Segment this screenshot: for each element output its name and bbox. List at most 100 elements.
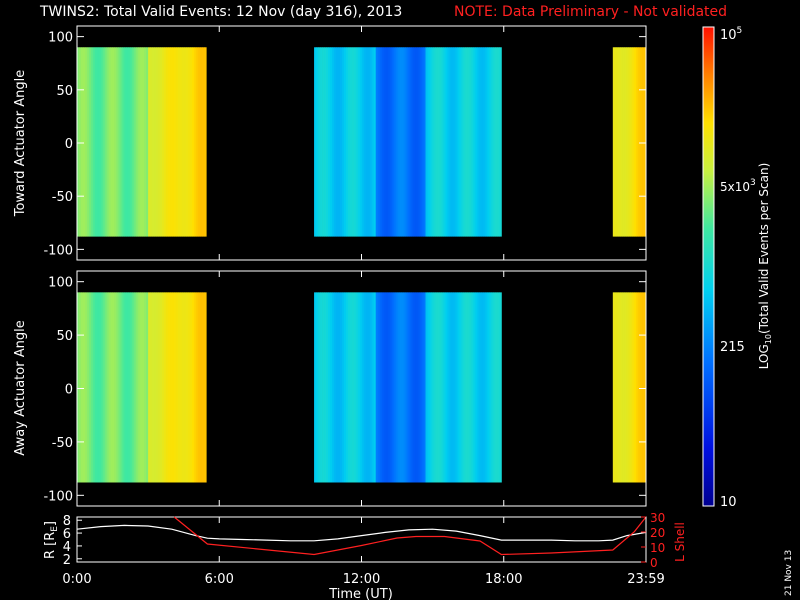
toward-heatmap-stripe <box>118 47 121 237</box>
away-heatmap-stripe <box>116 292 119 483</box>
toward-heatmap-stripe <box>417 47 420 237</box>
toward-heatmap-stripe <box>640 47 643 237</box>
away-heatmap-stripe <box>403 292 406 483</box>
away-heatmap-stripe <box>100 292 104 483</box>
toward-heatmap-stripe <box>198 47 201 237</box>
away-heatmap-stripe <box>359 292 363 483</box>
away-heatmap-stripe <box>630 292 633 483</box>
time-x-tick-label: 0:00 <box>62 572 91 587</box>
away-heatmap-stripe <box>96 292 100 483</box>
away-heatmap-stripe <box>186 292 189 483</box>
away-heatmap-stripe <box>126 292 129 483</box>
toward-heatmap-stripe <box>152 47 155 237</box>
lshell-y-tick-label: 30 <box>650 511 665 525</box>
toward-heatmap-stripe <box>485 47 488 237</box>
away-heatmap-stripe <box>122 292 125 483</box>
toward-heatmap-stripe <box>421 47 424 237</box>
colorbar-title: LOG10(Total Valid Events per Scan) <box>757 163 773 370</box>
away-heatmap-stripe <box>367 292 371 483</box>
away-heatmap-stripe <box>483 292 486 483</box>
toward-heatmap-stripe <box>447 47 450 237</box>
toward-heatmap-stripe <box>166 47 169 237</box>
toward-heatmap-stripe <box>628 47 631 237</box>
radius-label-end: ] <box>43 521 58 526</box>
toward-heatmap-stripe <box>156 47 159 237</box>
away-y-label: Away Actuator Angle <box>13 320 28 455</box>
away-heatmap-stripe <box>499 292 502 483</box>
away-heatmap-stripe <box>353 292 357 483</box>
away-heatmap-stripe <box>447 292 450 483</box>
toward-heatmap-stripe <box>473 47 476 237</box>
toward-heatmap-stripe <box>620 47 623 237</box>
away-heatmap-stripe <box>180 292 183 483</box>
away-heatmap-stripe <box>465 292 468 483</box>
away-heatmap-stripe <box>341 292 345 483</box>
toward-heatmap-stripe <box>614 47 618 237</box>
away-heatmap-stripe <box>371 292 375 483</box>
toward-heatmap-stripe <box>359 47 363 237</box>
toward-heatmap-stripe <box>431 47 434 237</box>
away-heatmap-stripe <box>421 292 424 483</box>
toward-heatmap-stripe <box>170 47 173 237</box>
away-heatmap-stripe <box>314 292 317 483</box>
away-heatmap-stripe <box>184 292 187 483</box>
away-heatmap-stripe <box>640 292 643 483</box>
time-x-tick-label: 6:00 <box>205 572 234 587</box>
toward-heatmap-stripe <box>124 47 127 237</box>
away-heatmap-stripe <box>88 292 92 483</box>
toward-heatmap-stripe <box>182 47 185 237</box>
away-heatmap-stripe <box>146 292 149 483</box>
toward-panel: 100 50 0 -50 -100 Toward Actuator Angle <box>13 25 647 261</box>
away-heatmap-stripe <box>108 292 111 483</box>
away-heatmap-stripe <box>445 292 448 483</box>
toward-heatmap-stripe <box>128 47 131 237</box>
toward-heatmap-stripe <box>112 47 115 237</box>
toward-heatmap-stripe <box>120 47 123 237</box>
away-heatmap-stripe <box>642 292 645 483</box>
toward-heatmap-stripe <box>465 47 468 237</box>
away-heatmap-stripe <box>324 292 327 483</box>
toward-heatmap-stripe <box>316 47 319 237</box>
colorbar-mid-exp: 3 <box>750 178 756 188</box>
away-heatmap-stripe <box>395 292 399 483</box>
away-y-axis: 100 50 0 -50 -100 <box>43 271 647 506</box>
toward-heatmap-stripe <box>136 47 139 237</box>
toward-heatmap-stripe <box>632 47 635 237</box>
radius-label-sub: E <box>50 526 60 532</box>
radius-label-main: R [R <box>43 532 58 559</box>
toward-heatmap-stripe <box>439 47 442 237</box>
away-heatmap-stripe <box>477 292 480 483</box>
away-heatmap-stripe <box>200 292 203 483</box>
away-heatmap-stripe <box>614 292 618 483</box>
toward-heatmap-stripe <box>630 47 633 237</box>
away-heatmap-stripe <box>429 292 432 483</box>
away-y-tick-label: 100 <box>48 276 73 291</box>
away-heatmap-stripe <box>333 292 337 483</box>
toward-heatmap-stripe <box>457 47 460 237</box>
toward-heatmap-stripe <box>328 47 331 237</box>
toward-heatmap-stripe <box>320 47 323 237</box>
away-heatmap-stripe <box>178 292 181 483</box>
away-heatmap-stripe <box>493 292 496 483</box>
away-heatmap-stripe <box>162 292 165 483</box>
away-heatmap-stripe <box>628 292 631 483</box>
toward-heatmap-stripe <box>178 47 181 237</box>
away-heatmap-stripe <box>331 292 335 483</box>
toward-heatmap-stripe <box>184 47 187 237</box>
toward-heatmap-stripe <box>134 47 137 237</box>
away-heatmap-stripe <box>328 292 331 483</box>
toward-heatmap-stripe <box>389 47 393 237</box>
away-heatmap-stripe <box>389 292 393 483</box>
toward-heatmap-stripe <box>423 47 426 237</box>
away-heatmap-stripe <box>423 292 426 483</box>
away-heatmap-stripe <box>106 292 110 483</box>
toward-heatmap-stripe <box>318 47 321 237</box>
toward-heatmap-stripe <box>471 47 474 237</box>
away-heatmap-stripe <box>636 292 639 483</box>
colorbar-max-label: 105 <box>720 26 742 43</box>
away-heatmap-stripe <box>612 292 616 483</box>
toward-heatmap-stripe <box>383 47 387 237</box>
toward-heatmap-stripe <box>106 47 110 237</box>
away-heatmap-stripe <box>363 292 367 483</box>
